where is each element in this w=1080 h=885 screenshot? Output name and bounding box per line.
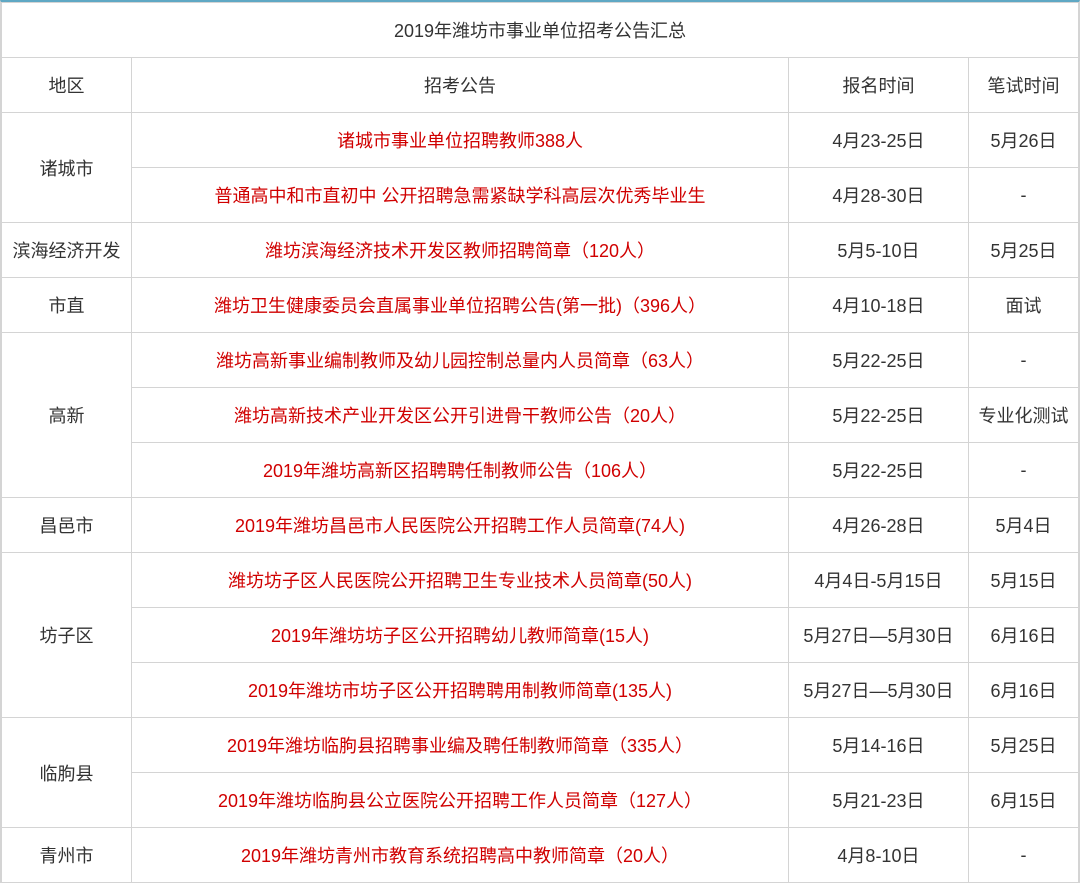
header-signup: 报名时间 bbox=[788, 58, 968, 113]
table-wrapper: 2019年潍坊市事业单位招考公告汇总地区招考公告报名时间笔试时间诸城市诸城市事业… bbox=[0, 0, 1080, 883]
table-row: 2019年潍坊高新区招聘聘任制教师公告（106人） 5月22-25日- bbox=[2, 443, 1079, 498]
region-cell: 昌邑市 bbox=[2, 498, 132, 553]
notice-link[interactable]: 潍坊高新事业编制教师及幼儿园控制总量内人员简章（63人） bbox=[216, 351, 704, 371]
exam-cell: - bbox=[968, 443, 1078, 498]
notice-cell: 诸城市事业单位招聘教师388人 bbox=[132, 113, 789, 168]
exam-cell: 5月26日 bbox=[968, 113, 1078, 168]
recruitment-table: 2019年潍坊市事业单位招考公告汇总地区招考公告报名时间笔试时间诸城市诸城市事业… bbox=[1, 2, 1079, 883]
table-row: 市直 潍坊卫生健康委员会直属事业单位招聘公告(第一批)（396人） 4月10-18日… bbox=[2, 278, 1079, 333]
table-title-row: 2019年潍坊市事业单位招考公告汇总 bbox=[2, 3, 1079, 58]
signup-cell: 4月8-10日 bbox=[788, 828, 968, 883]
table-row: 昌邑市 2019年潍坊昌邑市人民医院公开招聘工作人员简章(74人) 4月26-28日… bbox=[2, 498, 1079, 553]
notice-cell: 潍坊高新事业编制教师及幼儿园控制总量内人员简章（63人） bbox=[132, 333, 789, 388]
table-title: 2019年潍坊市事业单位招考公告汇总 bbox=[2, 3, 1079, 58]
signup-cell: 5月22-25日 bbox=[788, 388, 968, 443]
notice-link[interactable]: 2019年潍坊高新区招聘聘任制教师公告（106人） bbox=[263, 461, 657, 481]
exam-cell: 面试 bbox=[968, 278, 1078, 333]
notice-cell: 潍坊高新技术产业开发区公开引进骨干教师公告（20人） bbox=[132, 388, 789, 443]
table-header-row: 地区招考公告报名时间笔试时间 bbox=[2, 58, 1079, 113]
exam-cell: 5月25日 bbox=[968, 718, 1078, 773]
exam-cell: 5月15日 bbox=[968, 553, 1078, 608]
notice-cell: 潍坊滨海经济技术开发区教师招聘简章（120人） bbox=[132, 223, 789, 278]
exam-cell: - bbox=[968, 168, 1078, 223]
table-row: 滨海经济开发 潍坊滨海经济技术开发区教师招聘简章（120人） 5月5-10日5月25… bbox=[2, 223, 1079, 278]
notice-cell: 潍坊坊子区人民医院公开招聘卫生专业技术人员简章(50人) bbox=[132, 553, 789, 608]
table-row: 高新潍坊高新事业编制教师及幼儿园控制总量内人员简章（63人）5月22-25日- bbox=[2, 333, 1079, 388]
signup-cell: 5月27日—5月30日 bbox=[788, 663, 968, 718]
notice-link[interactable]: 潍坊滨海经济技术开发区教师招聘简章（120人） bbox=[265, 241, 655, 261]
exam-cell: 6月15日 bbox=[968, 773, 1078, 828]
region-cell: 青州市 bbox=[2, 828, 132, 883]
signup-cell: 5月5-10日 bbox=[788, 223, 968, 278]
exam-cell: 6月16日 bbox=[968, 663, 1078, 718]
region-cell: 坊子区 bbox=[2, 553, 132, 718]
notice-cell: 潍坊卫生健康委员会直属事业单位招聘公告(第一批)（396人） bbox=[132, 278, 789, 333]
notice-cell: 2019年潍坊临朐县公立医院公开招聘工作人员简章（127人） bbox=[132, 773, 789, 828]
signup-cell: 4月23-25日 bbox=[788, 113, 968, 168]
notice-cell: 2019年潍坊青州市教育系统招聘高中教师简章（20人） bbox=[132, 828, 789, 883]
table-row: 2019年潍坊坊子区公开招聘幼儿教师简章(15人) 5月27日—5月30日6月16… bbox=[2, 608, 1079, 663]
notice-link[interactable]: 潍坊坊子区人民医院公开招聘卫生专业技术人员简章(50人) bbox=[228, 571, 692, 591]
notice-link[interactable]: 2019年潍坊临朐县公立医院公开招聘工作人员简章（127人） bbox=[218, 791, 702, 811]
exam-cell: 专业化测试 bbox=[968, 388, 1078, 443]
notice-link[interactable]: 2019年潍坊坊子区公开招聘幼儿教师简章(15人) bbox=[271, 626, 649, 646]
notice-link[interactable]: 普通高中和市直初中 公开招聘急需紧缺学科高层次优秀毕业生 bbox=[214, 186, 705, 206]
signup-cell: 5月27日—5月30日 bbox=[788, 608, 968, 663]
signup-cell: 5月22-25日 bbox=[788, 333, 968, 388]
header-exam: 笔试时间 bbox=[968, 58, 1078, 113]
notice-cell: 2019年潍坊临朐县招聘事业编及聘任制教师简章（335人） bbox=[132, 718, 789, 773]
table-row: 临朐县2019年潍坊临朐县招聘事业编及聘任制教师简章（335人）5月14-16日… bbox=[2, 718, 1079, 773]
region-cell: 临朐县 bbox=[2, 718, 132, 828]
exam-cell: - bbox=[968, 828, 1078, 883]
exam-cell: - bbox=[968, 333, 1078, 388]
signup-cell: 4月26-28日 bbox=[788, 498, 968, 553]
header-notice: 招考公告 bbox=[132, 58, 789, 113]
table-row: 2019年潍坊临朐县公立医院公开招聘工作人员简章（127人） 5月21-23日6月… bbox=[2, 773, 1079, 828]
notice-link[interactable]: 潍坊高新技术产业开发区公开引进骨干教师公告（20人） bbox=[234, 406, 686, 426]
region-cell: 高新 bbox=[2, 333, 132, 498]
table-row: 潍坊高新技术产业开发区公开引进骨干教师公告（20人） 5月22-25日专业化测试 bbox=[2, 388, 1079, 443]
header-region: 地区 bbox=[2, 58, 132, 113]
notice-link[interactable]: 诸城市事业单位招聘教师388人 bbox=[337, 131, 583, 151]
notice-cell: 2019年潍坊市坊子区公开招聘聘用制教师简章(135人) bbox=[132, 663, 789, 718]
exam-cell: 5月25日 bbox=[968, 223, 1078, 278]
region-cell: 市直 bbox=[2, 278, 132, 333]
signup-cell: 5月22-25日 bbox=[788, 443, 968, 498]
notice-cell: 普通高中和市直初中 公开招聘急需紧缺学科高层次优秀毕业生 bbox=[132, 168, 789, 223]
table-row: 普通高中和市直初中 公开招聘急需紧缺学科高层次优秀毕业生 4月28-30日- bbox=[2, 168, 1079, 223]
table-row: 2019年潍坊市坊子区公开招聘聘用制教师简章(135人) 5月27日—5月30日6… bbox=[2, 663, 1079, 718]
notice-link[interactable]: 2019年潍坊临朐县招聘事业编及聘任制教师简章（335人） bbox=[227, 736, 693, 756]
table-row: 青州市 2019年潍坊青州市教育系统招聘高中教师简章（20人） 4月8-10日- bbox=[2, 828, 1079, 883]
signup-cell: 4月10-18日 bbox=[788, 278, 968, 333]
region-cell: 滨海经济开发 bbox=[2, 223, 132, 278]
notice-cell: 2019年潍坊昌邑市人民医院公开招聘工作人员简章(74人) bbox=[132, 498, 789, 553]
signup-cell: 4月28-30日 bbox=[788, 168, 968, 223]
exam-cell: 5月4日 bbox=[968, 498, 1078, 553]
signup-cell: 5月21-23日 bbox=[788, 773, 968, 828]
notice-link[interactable]: 2019年潍坊昌邑市人民医院公开招聘工作人员简章(74人) bbox=[235, 516, 685, 536]
notice-cell: 2019年潍坊坊子区公开招聘幼儿教师简章(15人) bbox=[132, 608, 789, 663]
signup-cell: 4月4日-5月15日 bbox=[788, 553, 968, 608]
notice-link[interactable]: 2019年潍坊青州市教育系统招聘高中教师简章（20人） bbox=[241, 846, 679, 866]
exam-cell: 6月16日 bbox=[968, 608, 1078, 663]
signup-cell: 5月14-16日 bbox=[788, 718, 968, 773]
table-row: 坊子区潍坊坊子区人民医院公开招聘卫生专业技术人员简章(50人)4月4日-5月15… bbox=[2, 553, 1079, 608]
notice-link[interactable]: 潍坊卫生健康委员会直属事业单位招聘公告(第一批)（396人） bbox=[214, 296, 706, 316]
notice-link[interactable]: 2019年潍坊市坊子区公开招聘聘用制教师简章(135人) bbox=[248, 681, 672, 701]
table-row: 诸城市诸城市事业单位招聘教师388人4月23-25日5月26日 bbox=[2, 113, 1079, 168]
notice-cell: 2019年潍坊高新区招聘聘任制教师公告（106人） bbox=[132, 443, 789, 498]
region-cell: 诸城市 bbox=[2, 113, 132, 223]
